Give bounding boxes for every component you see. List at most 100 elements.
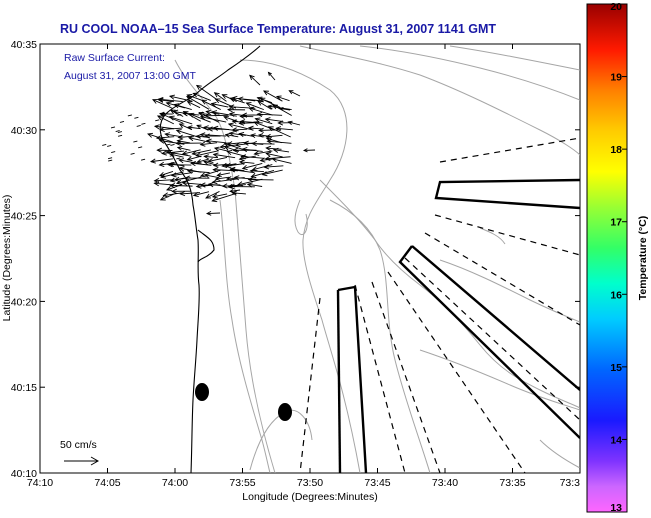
current-vector-head	[175, 140, 181, 146]
current-vector	[223, 116, 238, 122]
x-tick-label: 73:40	[432, 477, 458, 489]
current-vector-head	[241, 164, 248, 170]
current-vector-head	[175, 129, 182, 135]
current-vector-head	[187, 136, 194, 142]
current-vector	[257, 113, 283, 116]
current-vector-small	[170, 143, 175, 146]
transect-east	[434, 178, 580, 210]
current-vector	[165, 133, 185, 138]
current-vector-head	[228, 131, 235, 137]
current-vector-head	[168, 115, 175, 121]
x-tick-label: 73:45	[364, 477, 390, 489]
current-vector	[230, 97, 245, 104]
current-vector-head	[164, 132, 171, 138]
current-vector-head	[207, 182, 214, 188]
current-vector-head	[192, 191, 199, 197]
current-vector	[273, 149, 290, 153]
current-vector	[158, 99, 175, 103]
current-vector	[268, 105, 292, 111]
current-vector-head	[202, 125, 209, 131]
current-vector-head	[161, 150, 167, 156]
current-vector	[182, 149, 201, 155]
current-vector	[170, 109, 184, 117]
current-vector-head	[231, 95, 238, 101]
current-vector-head	[267, 126, 274, 132]
current-vector	[177, 147, 191, 151]
current-vector-head	[168, 94, 175, 100]
current-vector-head	[153, 181, 160, 187]
current-vector	[252, 143, 275, 145]
current-vector	[257, 100, 272, 110]
vector-scale-label: 50 cm/s	[60, 439, 97, 451]
current-vector	[212, 192, 238, 202]
current-vector	[204, 155, 218, 159]
current-vector	[227, 141, 245, 145]
current-vector-head	[226, 107, 233, 113]
current-vector-head	[267, 104, 274, 110]
current-vector-head	[212, 152, 219, 158]
x-axis-ticks: 74:10 74:05 74:00 73:55 73:50 73:45 73:40 73:35…	[27, 44, 581, 489]
current-vector	[196, 85, 218, 101]
y-axis-label: Latitude (Degrees:Minutes)	[1, 195, 13, 322]
current-vector-head	[156, 115, 163, 121]
current-vector	[176, 129, 201, 139]
colorbar-tick-label: 13	[610, 502, 622, 514]
current-vector-head	[238, 131, 245, 138]
current-vector-head	[288, 90, 294, 95]
current-vector	[250, 170, 264, 173]
current-vector	[192, 149, 211, 155]
current-vector	[289, 90, 301, 97]
current-vector-head	[240, 154, 247, 160]
current-vector-small	[169, 154, 174, 157]
current-vectors	[102, 71, 316, 216]
current-vector-head	[152, 99, 158, 104]
current-vector	[208, 156, 228, 162]
current-label-line2: August 31, 2007 13:00 GMT	[64, 70, 197, 82]
current-vector-head	[243, 140, 249, 146]
radar-radials	[299, 137, 580, 473]
current-vector-head	[200, 99, 207, 105]
current-vector-head	[259, 157, 266, 163]
buoy-marker-west	[195, 383, 209, 401]
current-vector	[198, 112, 220, 123]
current-vector	[242, 148, 263, 152]
current-vector-head	[207, 126, 213, 132]
current-vector-head	[147, 132, 154, 138]
current-vector	[230, 189, 241, 192]
current-vector	[196, 150, 219, 157]
current-vector-head	[238, 159, 245, 165]
colorbar	[586, 3, 628, 513]
y-tick-label: 40:25	[11, 211, 37, 223]
current-vector	[238, 98, 264, 102]
current-vector-head	[267, 71, 272, 76]
current-vector	[213, 153, 236, 159]
current-vector	[232, 128, 248, 131]
current-vector-head	[198, 112, 205, 117]
current-vector	[193, 191, 210, 196]
x-tick-label: 74:00	[162, 477, 188, 489]
current-vector	[158, 98, 183, 102]
current-vector-small	[107, 157, 113, 160]
current-vector	[205, 114, 228, 117]
current-vector	[251, 170, 275, 178]
current-vector-head	[250, 133, 256, 139]
colorbar-ticks: 20 19 18 17 16 15 14 13	[610, 1, 627, 514]
current-vector-head	[166, 162, 173, 168]
current-vector-small	[176, 157, 181, 160]
current-vector-head	[156, 147, 163, 153]
current-vector-small	[102, 144, 107, 146]
current-vector-head	[196, 159, 202, 164]
contour-3	[299, 45, 580, 156]
current-vector-head	[181, 150, 188, 156]
current-vector-head	[211, 179, 218, 185]
vector-scale-arrow	[64, 456, 100, 466]
current-vector-small	[117, 131, 122, 133]
current-vector-head	[211, 197, 218, 203]
current-vector	[162, 150, 185, 154]
current-vector-head	[214, 176, 221, 181]
current-vector-head	[173, 176, 180, 182]
current-vector	[197, 158, 210, 163]
current-vector-small	[127, 114, 132, 117]
current-vector	[246, 102, 264, 111]
